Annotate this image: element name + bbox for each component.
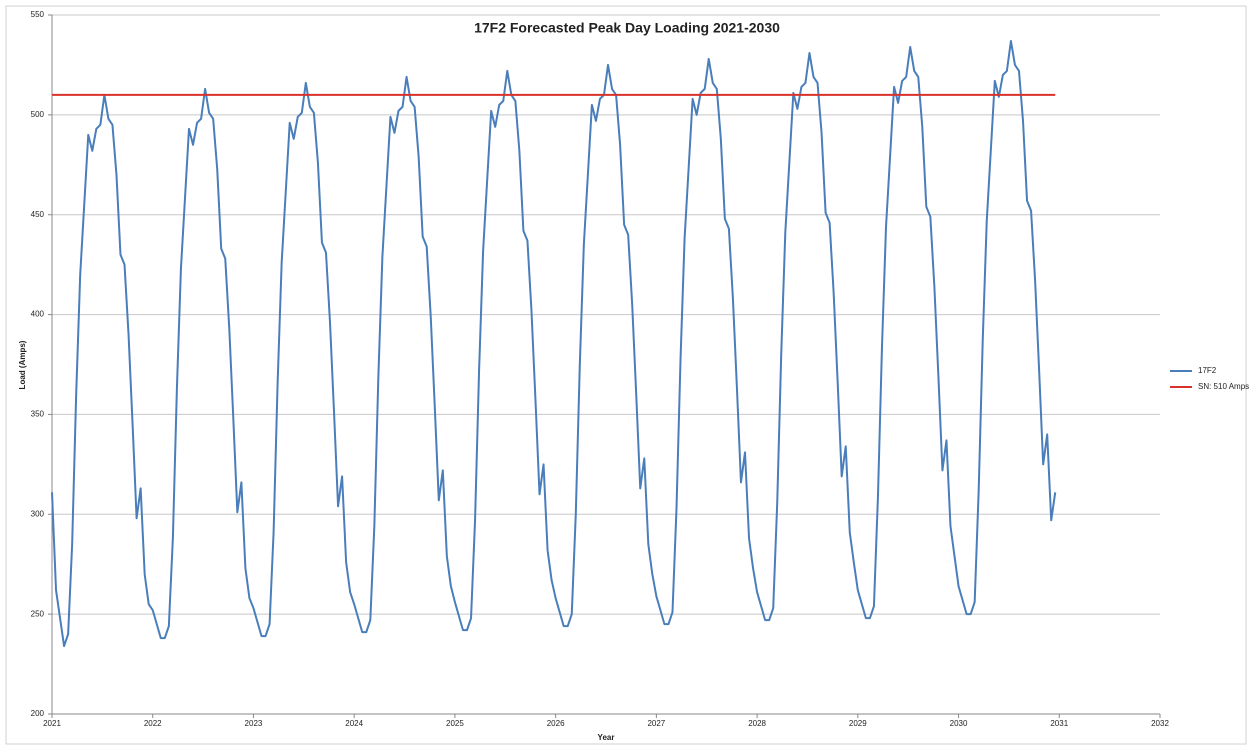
y-tick-label: 200: [31, 709, 45, 718]
y-tick-label: 300: [31, 509, 45, 518]
x-axis-title: Year: [598, 733, 615, 742]
x-tick-label: 2025: [446, 719, 464, 728]
chart-border: [5, 5, 1247, 745]
x-tick-label: 2023: [245, 719, 263, 728]
legend-label: 17F2: [1198, 366, 1217, 375]
x-tick-label: 2027: [647, 719, 665, 728]
x-tick-label: 2028: [748, 719, 766, 728]
y-axis-title: Load (Amps): [18, 340, 27, 389]
y-tick-label: 350: [31, 410, 45, 419]
x-tick-label: 2032: [1151, 719, 1169, 728]
x-tick-label: 2022: [144, 719, 162, 728]
series-line: [51, 39, 1057, 648]
y-tick-label: 450: [31, 210, 45, 219]
y-tick-label: 250: [31, 609, 45, 618]
x-tick-label: 2021: [43, 719, 61, 728]
legend-label: SN: 510 Amps: [1198, 382, 1249, 391]
x-tick-label: 2031: [1050, 719, 1068, 728]
chart-title: 17F2 Forecasted Peak Day Loading 2021-20…: [474, 20, 780, 36]
x-tick-label: 2024: [345, 719, 363, 728]
x-tick-label: 2029: [849, 719, 867, 728]
y-tick-label: 550: [31, 10, 45, 19]
x-tick-label: 2030: [950, 719, 968, 728]
x-tick-label: 2026: [547, 719, 565, 728]
y-tick-label: 500: [31, 110, 45, 119]
y-tick-label: 400: [31, 310, 45, 319]
